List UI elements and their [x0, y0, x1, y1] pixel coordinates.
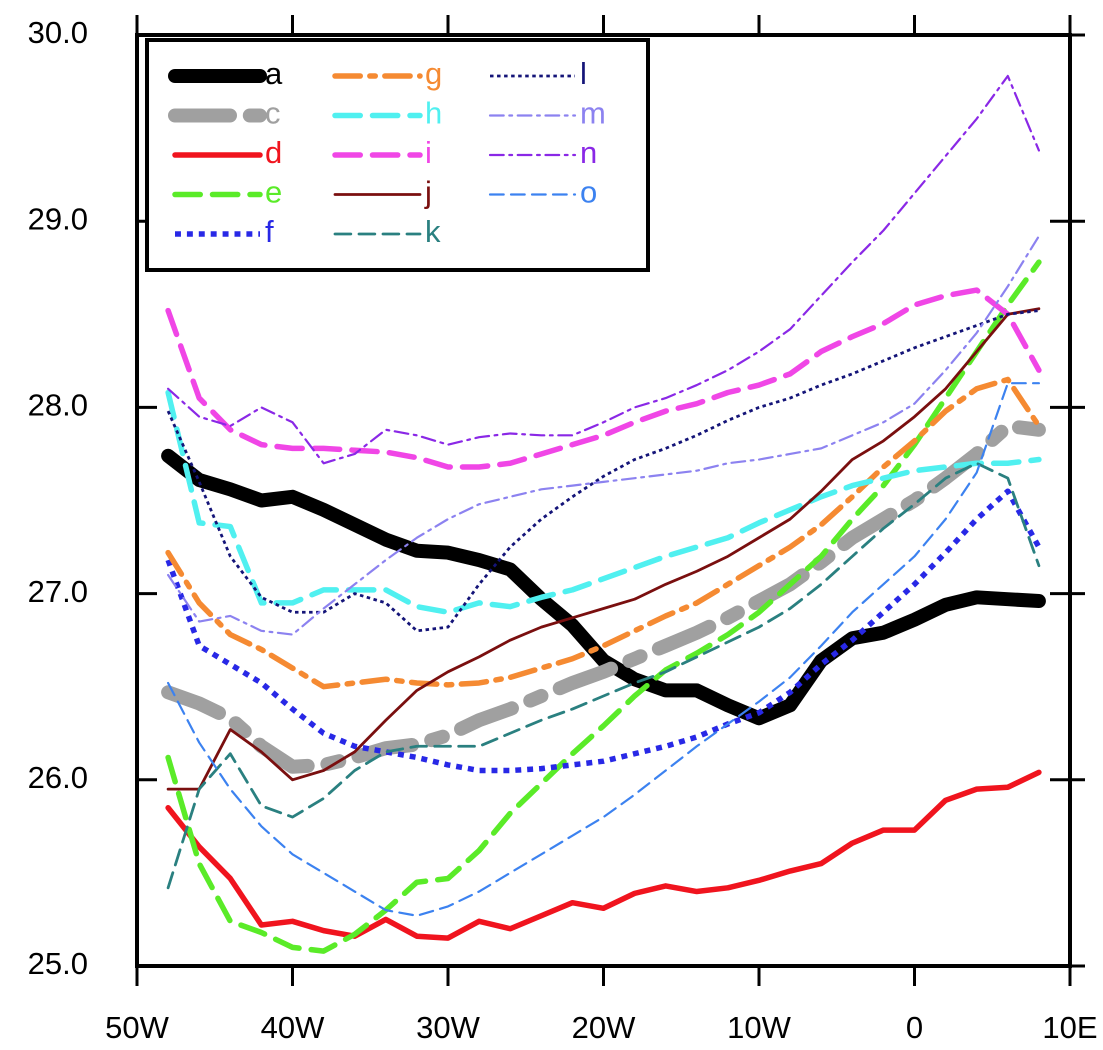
- series-line: [167, 74, 1041, 465]
- series-line: [161, 448, 1046, 726]
- series-line: [166, 307, 1041, 791]
- legend-label: k: [425, 214, 441, 249]
- x-tick-label: 30W: [416, 1010, 480, 1045]
- legend-label: e: [265, 175, 282, 210]
- legend-label: j: [424, 175, 432, 210]
- x-tick-label: 10W: [727, 1010, 791, 1045]
- legend-label: l: [580, 56, 587, 91]
- series-line: [166, 461, 1041, 890]
- series-line: [167, 234, 1041, 636]
- y-tick-label: 26.0: [28, 760, 88, 795]
- series-line: [167, 382, 1041, 917]
- y-tick-label: 27.0: [28, 574, 88, 609]
- legend-label: d: [265, 135, 282, 170]
- series-line: [161, 419, 1046, 774]
- series-line: [165, 769, 1042, 941]
- legend-label: f: [265, 214, 274, 249]
- legend-label: a: [265, 56, 283, 91]
- y-tick-label: 25.0: [28, 946, 88, 981]
- series-line: [166, 309, 1040, 633]
- x-tick-label: 0: [906, 1010, 923, 1045]
- series-line: [165, 287, 1042, 470]
- series-line: [165, 389, 1042, 615]
- legend-label: n: [580, 135, 597, 170]
- legend-label: g: [425, 56, 442, 91]
- y-tick-label: 29.0: [28, 201, 88, 236]
- series-line: [165, 259, 1042, 954]
- y-tick-label: 30.0: [28, 15, 88, 50]
- x-tick-label: 10E: [1042, 1010, 1097, 1045]
- legend-label: o: [580, 175, 597, 210]
- x-tick-label: 50W: [105, 1010, 169, 1045]
- legend-label: i: [425, 135, 432, 170]
- legend-label: m: [580, 96, 606, 131]
- series-line: [165, 488, 1042, 774]
- legend-label: c: [265, 96, 281, 131]
- x-tick-label: 40W: [261, 1010, 325, 1045]
- series-line: [165, 376, 1042, 690]
- y-tick-label: 28.0: [28, 388, 88, 423]
- legend-label: h: [425, 96, 442, 131]
- x-tick-label: 20W: [572, 1010, 636, 1045]
